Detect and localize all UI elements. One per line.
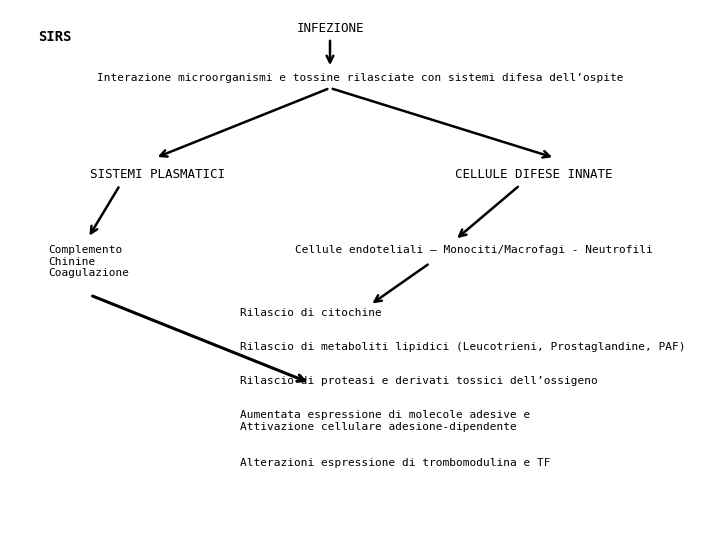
Text: Interazione microorganismi e tossine rilasciate con sistemi difesa dell’ospite: Interazione microorganismi e tossine ril… bbox=[96, 73, 624, 83]
Text: Rilascio di proteasi e derivati tossici dell’ossigeno: Rilascio di proteasi e derivati tossici … bbox=[240, 376, 598, 386]
Text: Rilascio di metaboliti lipidici (Leucotrieni, Prostaglandine, PAF): Rilascio di metaboliti lipidici (Leucotr… bbox=[240, 342, 685, 352]
Text: SIRS: SIRS bbox=[38, 30, 71, 44]
Text: Aumentata espressione di molecole adesive e
Attivazione cellulare adesione-dipen: Aumentata espressione di molecole adesiv… bbox=[240, 410, 530, 431]
Text: Complemento
Chinine
Coagulazione: Complemento Chinine Coagulazione bbox=[48, 245, 129, 278]
Text: Alterazioni espressione di trombomodulina e TF: Alterazioni espressione di trombomodulin… bbox=[240, 458, 551, 468]
Text: Rilascio di citochine: Rilascio di citochine bbox=[240, 308, 382, 318]
Text: CELLULE DIFESE INNATE: CELLULE DIFESE INNATE bbox=[455, 168, 613, 181]
Text: SISTEMI PLASMATICI: SISTEMI PLASMATICI bbox=[90, 168, 225, 181]
Text: INFEZIONE: INFEZIONE bbox=[296, 22, 364, 35]
Text: Cellule endoteliali – Monociti/Macrofagi - Neutrofili: Cellule endoteliali – Monociti/Macrofagi… bbox=[295, 245, 653, 255]
